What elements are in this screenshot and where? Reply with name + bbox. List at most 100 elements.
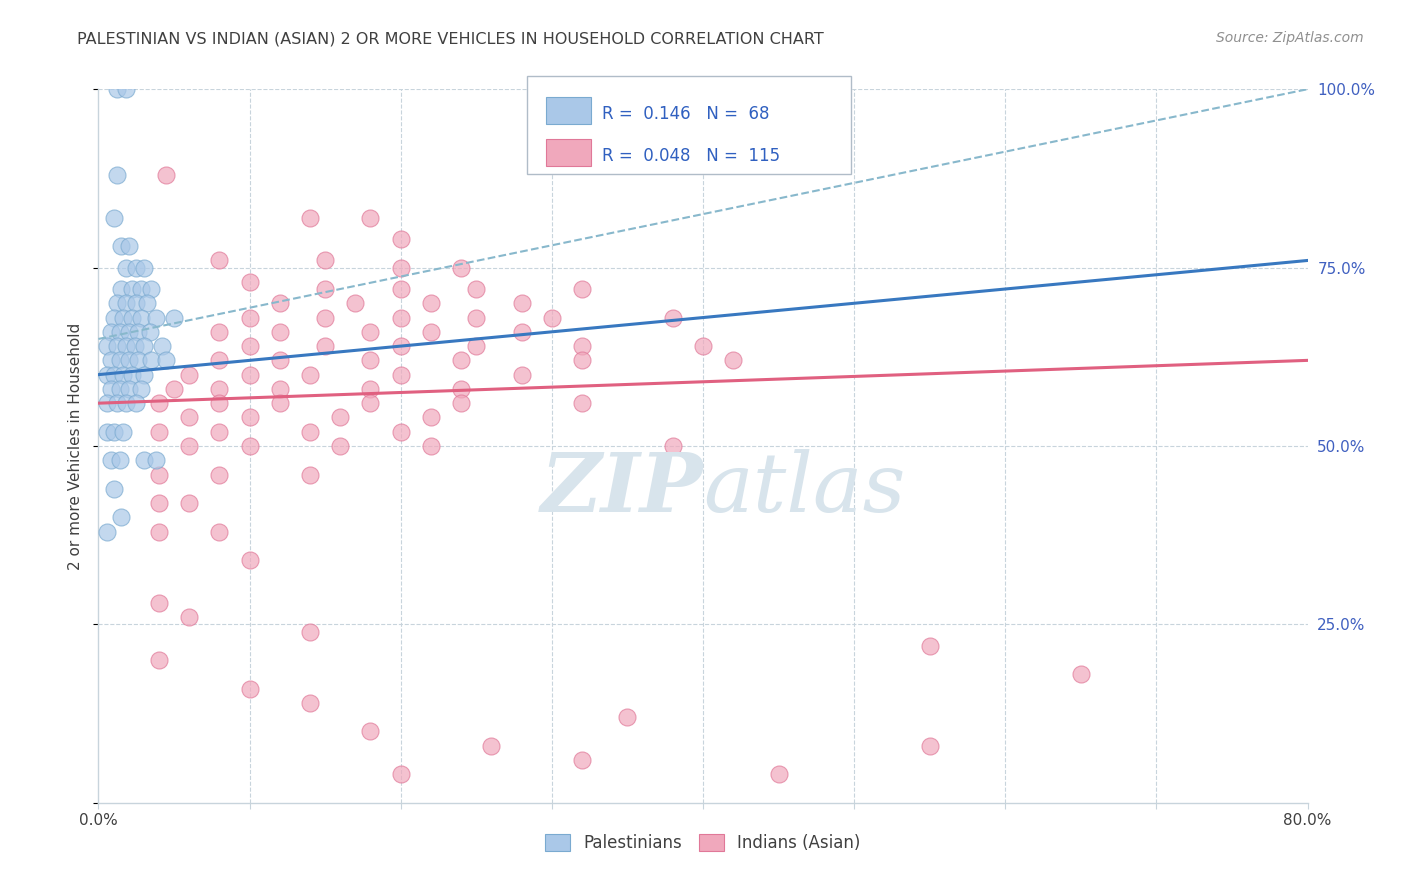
- Point: [118, 353, 141, 368]
- Point: [692, 339, 714, 353]
- Point: [465, 282, 488, 296]
- Point: [239, 339, 262, 353]
- Point: [314, 282, 336, 296]
- Point: [1070, 667, 1092, 681]
- Point: [125, 260, 148, 275]
- Point: [105, 168, 128, 182]
- Point: [114, 296, 136, 310]
- Point: [299, 368, 322, 382]
- Point: [389, 425, 412, 439]
- Point: [108, 325, 131, 339]
- Point: [239, 681, 262, 696]
- Point: [269, 382, 291, 396]
- Point: [571, 753, 593, 767]
- Point: [510, 325, 533, 339]
- Point: [110, 510, 132, 524]
- Point: [299, 425, 322, 439]
- Point: [299, 211, 322, 225]
- Point: [163, 382, 186, 396]
- Point: [768, 767, 790, 781]
- Point: [661, 310, 683, 325]
- Point: [571, 396, 593, 410]
- Point: [389, 339, 412, 353]
- Point: [127, 353, 149, 368]
- Point: [103, 368, 125, 382]
- Point: [100, 382, 122, 396]
- Point: [420, 296, 443, 310]
- Point: [208, 325, 231, 339]
- Point: [96, 339, 118, 353]
- Point: [111, 368, 134, 382]
- Point: [269, 353, 291, 368]
- Point: [299, 624, 322, 639]
- Point: [148, 396, 170, 410]
- Point: [148, 425, 170, 439]
- Point: [108, 453, 131, 467]
- Point: [571, 353, 593, 368]
- Point: [121, 310, 143, 325]
- Point: [105, 339, 128, 353]
- Point: [179, 368, 201, 382]
- Text: R =  0.146   N =  68: R = 0.146 N = 68: [602, 105, 769, 123]
- Point: [299, 467, 322, 482]
- Point: [450, 353, 472, 368]
- Point: [299, 696, 322, 710]
- Point: [108, 353, 131, 368]
- Point: [329, 410, 352, 425]
- Point: [208, 425, 231, 439]
- Point: [121, 282, 143, 296]
- Point: [132, 260, 155, 275]
- Point: [127, 325, 149, 339]
- Point: [103, 425, 125, 439]
- Point: [103, 310, 125, 325]
- Text: PALESTINIAN VS INDIAN (ASIAN) 2 OR MORE VEHICLES IN HOUSEHOLD CORRELATION CHART: PALESTINIAN VS INDIAN (ASIAN) 2 OR MORE …: [77, 31, 824, 46]
- Point: [114, 82, 136, 96]
- Point: [450, 382, 472, 396]
- Point: [148, 596, 170, 610]
- Point: [571, 339, 593, 353]
- Point: [481, 739, 503, 753]
- Point: [616, 710, 638, 724]
- Point: [314, 339, 336, 353]
- Point: [360, 353, 382, 368]
- Point: [208, 382, 231, 396]
- Point: [105, 296, 128, 310]
- Point: [179, 610, 201, 624]
- Point: [110, 282, 132, 296]
- Point: [208, 524, 231, 539]
- Point: [918, 739, 941, 753]
- Point: [239, 368, 262, 382]
- Point: [148, 496, 170, 510]
- Point: [239, 410, 262, 425]
- Point: [129, 310, 152, 325]
- Point: [148, 467, 170, 482]
- Point: [269, 325, 291, 339]
- Point: [344, 296, 367, 310]
- Point: [155, 353, 177, 368]
- Point: [111, 310, 134, 325]
- Point: [360, 211, 382, 225]
- Point: [723, 353, 745, 368]
- Point: [389, 368, 412, 382]
- Point: [450, 260, 472, 275]
- Point: [96, 524, 118, 539]
- Point: [148, 524, 170, 539]
- Point: [118, 382, 141, 396]
- Point: [129, 282, 152, 296]
- Point: [118, 239, 141, 253]
- Point: [148, 653, 170, 667]
- Legend: Palestinians, Indians (Asian): Palestinians, Indians (Asian): [538, 827, 868, 859]
- Point: [103, 482, 125, 496]
- Text: atlas: atlas: [703, 449, 905, 529]
- Point: [141, 282, 163, 296]
- Text: R =  0.048   N =  115: R = 0.048 N = 115: [602, 147, 780, 165]
- Point: [208, 253, 231, 268]
- Point: [132, 368, 155, 382]
- Point: [124, 339, 146, 353]
- Point: [129, 382, 152, 396]
- Point: [360, 724, 382, 739]
- Point: [145, 310, 167, 325]
- Point: [100, 353, 122, 368]
- Point: [141, 353, 163, 368]
- Point: [208, 396, 231, 410]
